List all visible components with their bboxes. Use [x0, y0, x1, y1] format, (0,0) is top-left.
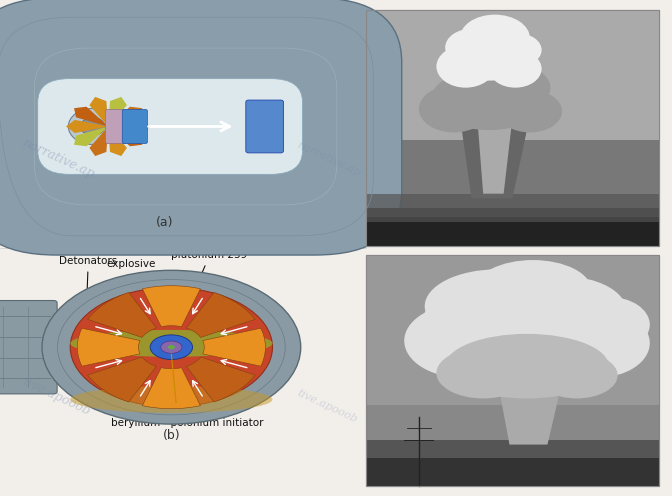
Ellipse shape [425, 269, 571, 343]
Ellipse shape [422, 274, 632, 375]
Polygon shape [87, 293, 157, 337]
Ellipse shape [161, 341, 182, 353]
Polygon shape [3, 60, 32, 80]
Ellipse shape [474, 260, 591, 320]
Polygon shape [186, 357, 255, 402]
FancyBboxPatch shape [38, 78, 302, 175]
Polygon shape [186, 293, 255, 337]
FancyBboxPatch shape [122, 110, 147, 143]
Ellipse shape [151, 335, 193, 360]
FancyBboxPatch shape [246, 100, 284, 153]
Text: uranium 235: uranium 235 [183, 31, 250, 112]
Ellipse shape [448, 24, 530, 81]
Text: Detonator: Detonator [50, 40, 103, 111]
Bar [366, 10, 659, 246]
Ellipse shape [489, 50, 542, 88]
Ellipse shape [81, 118, 105, 135]
Ellipse shape [445, 334, 609, 398]
Polygon shape [108, 97, 127, 126]
Text: plutonium 239: plutonium 239 [171, 250, 247, 306]
Polygon shape [74, 126, 108, 146]
Ellipse shape [544, 309, 650, 377]
Text: narrative.ap: narrative.ap [20, 136, 96, 181]
Polygon shape [203, 328, 265, 366]
Text: (b): (b) [163, 429, 180, 442]
Bar [366, 440, 659, 458]
Ellipse shape [436, 45, 495, 88]
Bar [366, 255, 659, 486]
Ellipse shape [436, 348, 530, 398]
Ellipse shape [431, 69, 548, 130]
Text: Conventional
explosive: Conventional explosive [106, 247, 175, 310]
Bar [366, 255, 659, 486]
FancyBboxPatch shape [106, 110, 127, 143]
Text: tive.apooob: tive.apooob [296, 388, 360, 425]
Polygon shape [77, 328, 140, 366]
Polygon shape [87, 357, 157, 402]
Ellipse shape [457, 62, 550, 114]
Ellipse shape [71, 386, 273, 413]
Ellipse shape [495, 33, 542, 66]
Bar [366, 454, 659, 486]
Polygon shape [142, 368, 200, 409]
Polygon shape [460, 116, 530, 198]
Bar [366, 217, 659, 246]
Polygon shape [89, 126, 108, 156]
FancyBboxPatch shape [0, 0, 402, 255]
Ellipse shape [460, 15, 530, 62]
Ellipse shape [71, 330, 273, 357]
FancyBboxPatch shape [1, 58, 63, 195]
Polygon shape [66, 120, 108, 133]
Polygon shape [74, 107, 108, 126]
Text: (a): (a) [156, 216, 173, 229]
Text: tive.apooob: tive.apooob [20, 375, 92, 418]
FancyBboxPatch shape [0, 301, 57, 394]
Bar [366, 10, 659, 246]
Bar [366, 208, 659, 222]
Ellipse shape [69, 109, 117, 144]
Polygon shape [142, 286, 200, 327]
Bar [366, 10, 659, 139]
Bar [366, 255, 659, 405]
Polygon shape [108, 126, 142, 146]
FancyBboxPatch shape [51, 335, 71, 360]
Ellipse shape [568, 297, 650, 352]
Ellipse shape [427, 290, 521, 350]
Ellipse shape [445, 29, 498, 66]
Polygon shape [477, 119, 512, 193]
Polygon shape [89, 97, 108, 126]
Text: Conventional
explosive: Conventional explosive [99, 30, 169, 116]
Ellipse shape [42, 270, 301, 424]
Polygon shape [108, 107, 142, 126]
Ellipse shape [71, 288, 273, 407]
Polygon shape [108, 120, 151, 133]
Text: Detonators: Detonators [59, 256, 118, 317]
Ellipse shape [536, 352, 618, 398]
Bar [366, 193, 659, 217]
Ellipse shape [498, 276, 626, 345]
Ellipse shape [419, 85, 489, 132]
Polygon shape [108, 126, 127, 156]
Ellipse shape [405, 304, 521, 377]
Text: narrative.ap: narrative.ap [296, 139, 363, 178]
Ellipse shape [498, 90, 562, 132]
Text: beryllium - polonium initiator: beryllium - polonium initiator [111, 378, 263, 428]
Ellipse shape [168, 345, 175, 349]
Polygon shape [498, 382, 562, 444]
Polygon shape [3, 174, 32, 193]
